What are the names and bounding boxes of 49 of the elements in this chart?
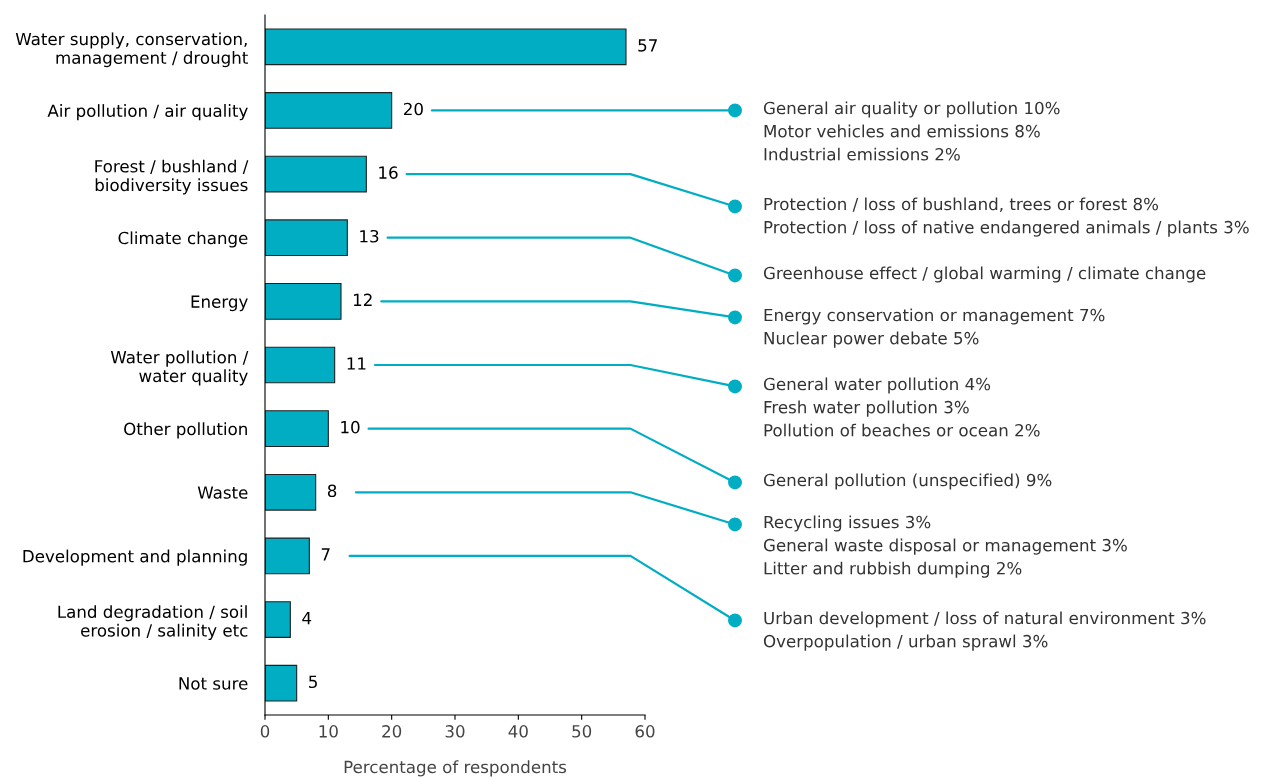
bar: [265, 473, 317, 511]
data-label: 13: [360, 229, 379, 243]
data-label: 12: [353, 293, 372, 306]
bar: [265, 92, 393, 129]
bar: [265, 410, 329, 448]
x-tick-label: 60: [635, 725, 655, 738]
text: General air quality or pollution 10% Motor vehicles and emissions 8% Industrial emissions 2%: [763, 101, 1060, 161]
y-tick-label: Climate change: [118, 231, 248, 248]
data-label: 8: [327, 484, 337, 498]
x-tick-label: 50: [572, 725, 592, 738]
y-tick-label: Water pollution / water quality: [110, 350, 249, 386]
y-tick-label: Energy: [191, 295, 248, 312]
y-tick-label: Land degradation / soil erosion / salinity etc: [58, 605, 248, 640]
y-tick-label: Waste: [197, 486, 248, 499]
data-label: 20: [404, 102, 423, 116]
text: Recycling issues 3% General waste disposal or management 3% Litter and rubbish dumping 2%: [763, 515, 1127, 578]
x-tick-label: 10: [319, 725, 338, 738]
bar: [265, 219, 348, 257]
bar: [265, 664, 298, 702]
bar: [265, 601, 291, 638]
x-axis-title: Percentage of respondents: [344, 760, 567, 777]
data-label: 5: [309, 675, 317, 689]
bar: [265, 28, 627, 66]
text: Urban development / loss of natural environment 3% Overpopulation / urban sprawl 3%: [763, 611, 1206, 651]
x-tick-label: 20: [382, 725, 402, 738]
x-tick-label: 0: [260, 725, 270, 738]
bar: [265, 537, 310, 575]
y-tick-label: Other pollution: [124, 422, 247, 439]
y-tick-label: Forest / bushland / biodiversity issues: [95, 159, 249, 195]
y-tick-label: Air pollution / air quality: [47, 104, 248, 121]
data-label: 11: [347, 357, 366, 370]
data-label: 4: [302, 611, 312, 625]
data-label: 10: [341, 420, 360, 434]
text: Protection / loss of bushland, trees or forest 8% Protection / loss of native endangered animals / plants 3%: [764, 197, 1249, 237]
data-label: 7: [321, 548, 330, 561]
data-label: 16: [379, 166, 398, 179]
x-tick-label: 40: [508, 725, 528, 738]
data-label: 57: [638, 39, 657, 52]
text: General pollution (unspecified) 9%: [763, 473, 1052, 490]
y-tick-label: Water supply, conservation, management / drought: [15, 32, 248, 68]
bar: [265, 155, 367, 193]
y-tick-label: Development and planning: [23, 549, 247, 566]
bar: [265, 282, 342, 320]
x-tick-label: 30: [445, 725, 465, 738]
text: General water pollution 4% Fresh water pollution 3% Pollution of beaches or ocean 2%: [763, 377, 1040, 437]
bar: [265, 346, 336, 384]
text: Energy conservation or management 7% Nuclear power debate 5%: [764, 308, 1105, 348]
text: Greenhouse effect / global warming / climate change: [763, 266, 1206, 283]
y-tick-label: Not sure: [179, 677, 248, 690]
